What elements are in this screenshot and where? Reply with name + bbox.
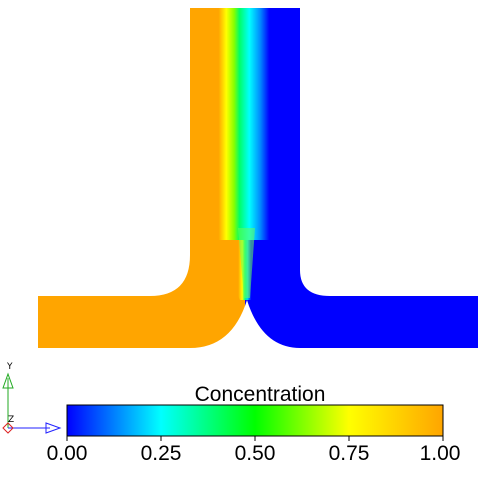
axes-triad	[2, 372, 62, 434]
colorbar-tick-label: 0.00	[46, 442, 88, 465]
colorbar-ticks	[66, 436, 444, 441]
colorbar-tick-label: 1.00	[419, 442, 461, 465]
colorbar-title: Concentration	[194, 383, 326, 406]
z-axis-label: Z	[8, 415, 15, 425]
x-arrow-head	[45, 422, 62, 434]
y-arrow-head	[2, 372, 14, 389]
colorbar-tick-label: 0.75	[328, 442, 370, 465]
z-marker	[2, 422, 14, 434]
channel-domain	[38, 8, 478, 348]
colorbar-tick-label: 0.50	[234, 442, 276, 465]
interface-blend	[238, 228, 255, 298]
colorbar-tick-label: 0.25	[140, 442, 182, 465]
y-axis-label: Y	[7, 362, 13, 372]
mixing-layer-upper	[190, 8, 300, 248]
colorbar	[66, 404, 444, 437]
